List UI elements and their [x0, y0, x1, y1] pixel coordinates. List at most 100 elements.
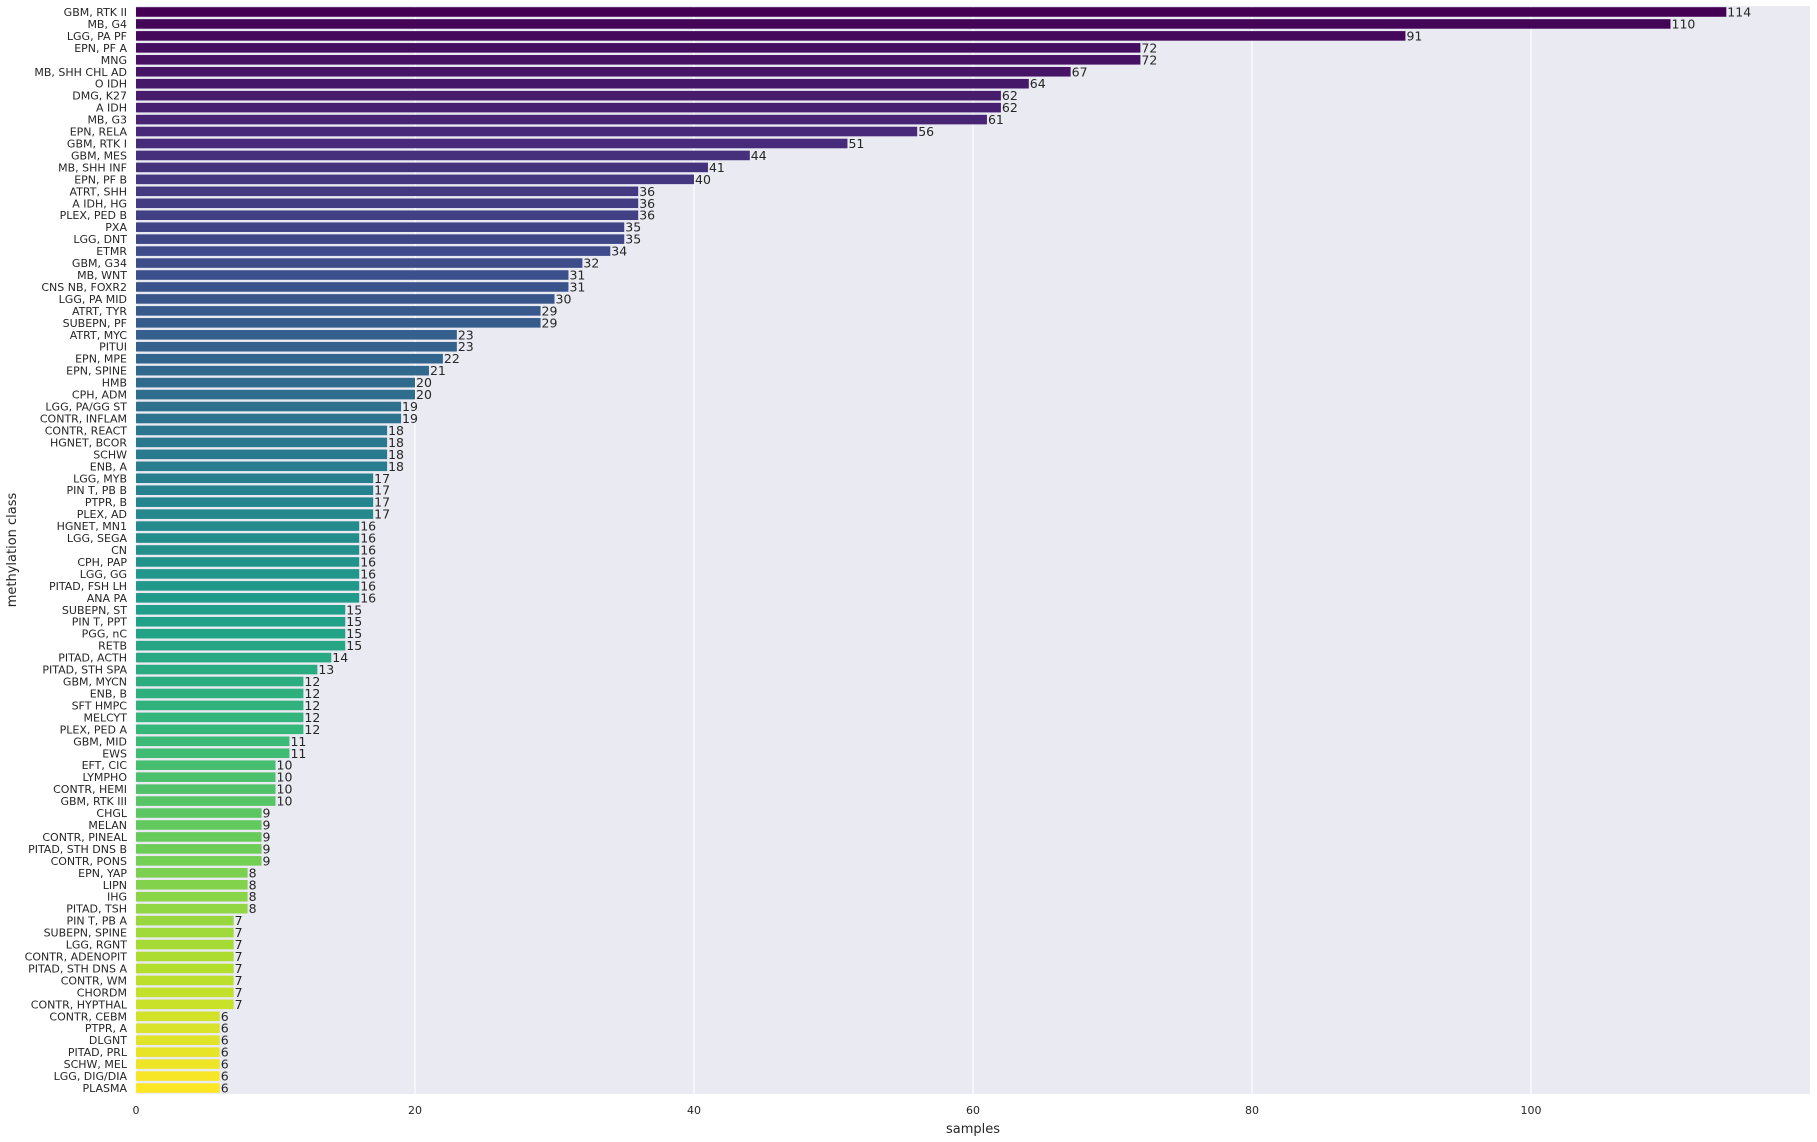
bar: [136, 258, 583, 268]
bar: [136, 1071, 220, 1081]
bar: [136, 820, 262, 830]
bar: [136, 294, 555, 304]
category-label: ATRT, TYR: [72, 305, 127, 318]
value-label: 114: [1727, 4, 1751, 19]
category-label: CHGL: [96, 807, 127, 820]
bar: [136, 999, 234, 1010]
value-label: 14: [332, 650, 348, 665]
bar: [136, 927, 234, 938]
category-label: CONTR, CEBM: [49, 1010, 127, 1023]
value-label: 6: [221, 1057, 229, 1072]
category-label: EPN, YAP: [78, 867, 127, 880]
category-label: PITAD, STH DNS B: [28, 843, 127, 856]
bar: [136, 844, 262, 854]
category-label: EFT, CIC: [82, 759, 128, 772]
value-label: 17: [374, 507, 390, 522]
value-label: 7: [235, 997, 243, 1012]
x-tick-label: 80: [1245, 1104, 1259, 1117]
value-label: 16: [360, 531, 376, 546]
bar: [136, 557, 360, 567]
value-label: 6: [221, 1021, 229, 1036]
value-label: 17: [374, 471, 390, 486]
bar: [136, 90, 1001, 101]
value-label: 29: [542, 315, 558, 330]
bar: [136, 903, 248, 914]
category-label: LGG, PA MID: [59, 293, 127, 306]
category-label: LGG, DIG/DIA: [54, 1070, 128, 1083]
bar: [136, 55, 1141, 65]
x-tick-label: 60: [966, 1104, 980, 1117]
value-label: 36: [639, 184, 655, 199]
value-label: 16: [360, 566, 376, 581]
value-label: 11: [290, 734, 306, 749]
category-label: EPN, RELA: [70, 126, 128, 139]
value-label: 18: [388, 447, 404, 462]
bar: [136, 222, 625, 232]
category-label: GBM, RTK I: [67, 137, 127, 150]
bar: [136, 497, 374, 507]
bar: [136, 1083, 220, 1093]
category-label: PIN T, PB B: [66, 484, 127, 497]
value-label: 7: [235, 985, 243, 1000]
category-label: CONTR, PINEAL: [42, 831, 128, 844]
value-label: 20: [416, 375, 432, 390]
category-label: PITAD, TSH: [66, 903, 127, 916]
value-label: 17: [374, 483, 390, 498]
bar: [136, 879, 248, 890]
value-label: 35: [625, 220, 641, 235]
bar: [136, 640, 346, 651]
bar: [136, 939, 234, 950]
bar: [136, 353, 443, 364]
bar: [136, 1059, 220, 1069]
bar: [136, 473, 374, 484]
bar: [136, 389, 415, 400]
value-label: 13: [318, 662, 334, 677]
value-label: 10: [277, 794, 293, 809]
value-label: 23: [458, 339, 474, 354]
value-label: 6: [221, 1009, 229, 1024]
bar: [136, 365, 429, 376]
bar: [136, 724, 304, 735]
x-tick-label: 20: [408, 1104, 422, 1117]
bar: [136, 306, 541, 316]
category-label: A IDH, HG: [72, 197, 127, 210]
value-label: 64: [1030, 76, 1046, 91]
value-label: 110: [1672, 16, 1696, 31]
bar: [136, 198, 639, 209]
category-label: PXA: [105, 221, 127, 234]
bar: [136, 963, 234, 974]
bar: [136, 66, 1071, 77]
bar: [136, 330, 457, 340]
value-label: 41: [709, 160, 725, 175]
value-label: 44: [751, 148, 767, 163]
value-label: 7: [235, 973, 243, 988]
value-label: 12: [304, 686, 320, 701]
bar: [136, 1035, 220, 1045]
value-label: 72: [1141, 52, 1157, 67]
category-label: ENB, B: [90, 687, 127, 700]
value-label: 7: [235, 961, 243, 976]
category-label: CONTR, HYPTHAL: [31, 998, 128, 1011]
bar: [136, 664, 318, 675]
value-label: 16: [360, 578, 376, 593]
bar: [136, 545, 360, 555]
bar: [136, 7, 1727, 17]
category-label: SUBEPN, ST: [62, 604, 127, 617]
category-label: GBM, G34: [72, 257, 127, 270]
category-label: PITAD, STH DNS A: [28, 962, 127, 975]
category-label: GBM, RTK II: [64, 6, 127, 19]
value-label: 19: [402, 399, 418, 414]
bar: [136, 569, 360, 579]
bar: [136, 712, 304, 723]
category-label: PGG, nC: [82, 628, 128, 641]
bar: [136, 915, 234, 926]
bar: [136, 234, 625, 244]
value-label: 16: [360, 554, 376, 569]
category-label: PIN T, PPT: [72, 616, 128, 629]
value-label: 7: [235, 913, 243, 928]
category-label: CN: [111, 544, 127, 557]
value-label: 15: [346, 638, 362, 653]
category-label: MNG: [101, 54, 127, 67]
